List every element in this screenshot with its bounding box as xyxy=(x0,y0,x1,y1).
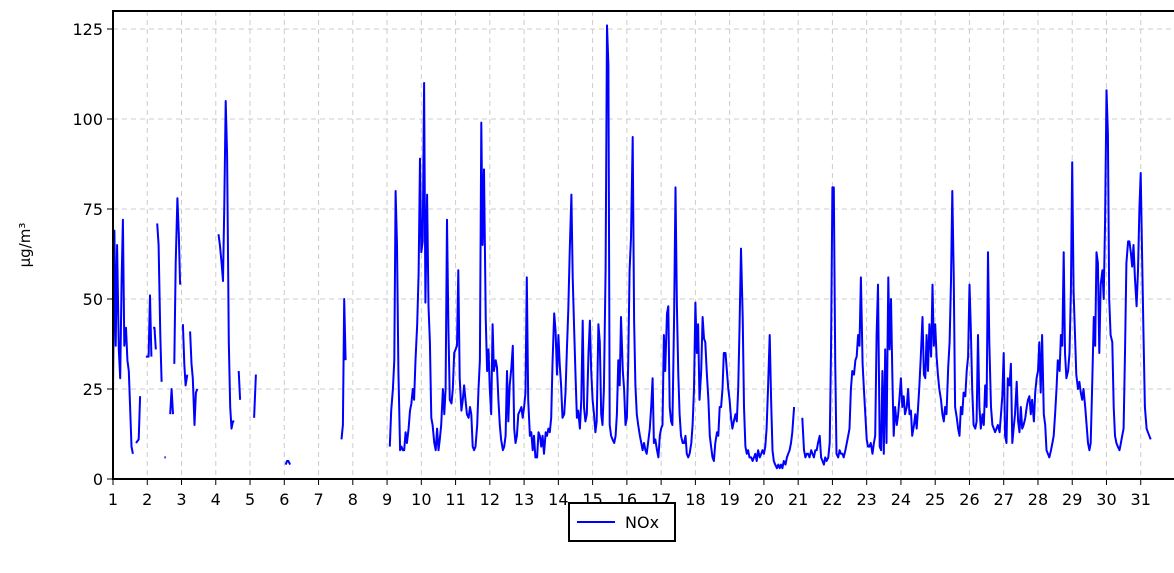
series-nox-segment-8 xyxy=(181,324,189,387)
series-nox-segment-0 xyxy=(112,218,134,454)
series-nox-segment-13 xyxy=(284,460,292,466)
x-tick-label: 3 xyxy=(176,490,186,509)
x-tick-label: 20 xyxy=(754,490,774,509)
y-tick-label: 100 xyxy=(72,110,103,129)
series-nox-segment-2 xyxy=(145,294,153,358)
x-tick-label: 25 xyxy=(925,490,945,509)
x-tick-label: 7 xyxy=(313,490,323,509)
x-tick-label: 9 xyxy=(382,490,392,509)
x-tick-label: 6 xyxy=(279,490,289,509)
x-tick-label: 24 xyxy=(891,490,911,509)
y-axis-label: µg/m³ xyxy=(16,223,34,268)
series-nox-segment-16 xyxy=(801,89,1152,466)
x-axis: 1 2 3 4 5 6 7 8 9 10 11 12 13 14 15 16 17 18 19 20 21 22 23 24 2… xyxy=(108,479,1151,509)
x-tick-label: 31 xyxy=(1131,490,1151,509)
x-tick-label: 29 xyxy=(1062,490,1082,509)
x-tick-label: 23 xyxy=(856,490,876,509)
series-nox-segment-6 xyxy=(169,388,174,415)
x-tick-label: 8 xyxy=(348,490,358,509)
series-nox-segment-9 xyxy=(189,331,199,426)
x-tick-label: 5 xyxy=(245,490,255,509)
series-nox-segment-4 xyxy=(156,223,163,382)
series-nox-segment-15 xyxy=(388,24,796,470)
y-tick-label: 50 xyxy=(83,290,103,309)
plot-frame xyxy=(112,10,1174,480)
x-tick-label: 28 xyxy=(1028,490,1048,509)
series-layer xyxy=(112,24,1152,470)
x-tick-label: 21 xyxy=(788,490,808,509)
x-tick-label: 26 xyxy=(959,490,979,509)
y-axis: 0 25 50 75 100 125 xyxy=(72,20,113,489)
x-tick-label: 10 xyxy=(411,490,431,509)
series-nox-segment-10 xyxy=(217,100,235,430)
x-tick-label: 27 xyxy=(994,490,1014,509)
series-nox-segment-14 xyxy=(340,298,347,440)
x-tick-label: 11 xyxy=(445,490,465,509)
series-nox-segment-11 xyxy=(237,370,242,400)
x-tick-label: 13 xyxy=(514,490,534,509)
x-tick-label: 2 xyxy=(142,490,152,509)
x-tick-label: 19 xyxy=(719,490,739,509)
legend-label-nox: NOx xyxy=(625,513,659,532)
x-tick-label: 30 xyxy=(1096,490,1116,509)
series-nox-segment-12 xyxy=(253,374,257,418)
series-nox-segment-7 xyxy=(173,197,182,364)
series-nox-segment-1 xyxy=(135,396,142,444)
x-tick-label: 4 xyxy=(211,490,221,509)
x-tick-label: 12 xyxy=(480,490,500,509)
y-tick-label: 25 xyxy=(83,380,103,399)
y-tick-label: 0 xyxy=(93,470,103,489)
series-nox-segment-3 xyxy=(153,326,157,350)
y-tick-label: 75 xyxy=(83,200,103,219)
x-tick-label: 14 xyxy=(548,490,568,509)
x-tick-label: 18 xyxy=(685,490,705,509)
x-tick-label: 22 xyxy=(822,490,842,509)
legend: NOx xyxy=(568,502,676,542)
x-tick-label: 1 xyxy=(108,490,118,509)
y-tick-label: 125 xyxy=(72,20,103,39)
